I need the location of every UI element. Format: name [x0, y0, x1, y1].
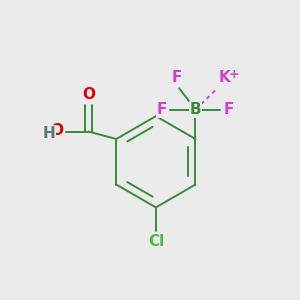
Text: K: K	[219, 70, 231, 86]
Text: +: +	[229, 68, 239, 81]
Text: Cl: Cl	[148, 234, 164, 249]
Text: O: O	[82, 87, 95, 102]
Text: B: B	[190, 102, 201, 117]
Text: F: F	[224, 102, 234, 117]
Text: F: F	[172, 70, 182, 85]
Text: O: O	[50, 123, 63, 138]
Text: H: H	[42, 126, 55, 141]
Text: F: F	[157, 102, 167, 117]
